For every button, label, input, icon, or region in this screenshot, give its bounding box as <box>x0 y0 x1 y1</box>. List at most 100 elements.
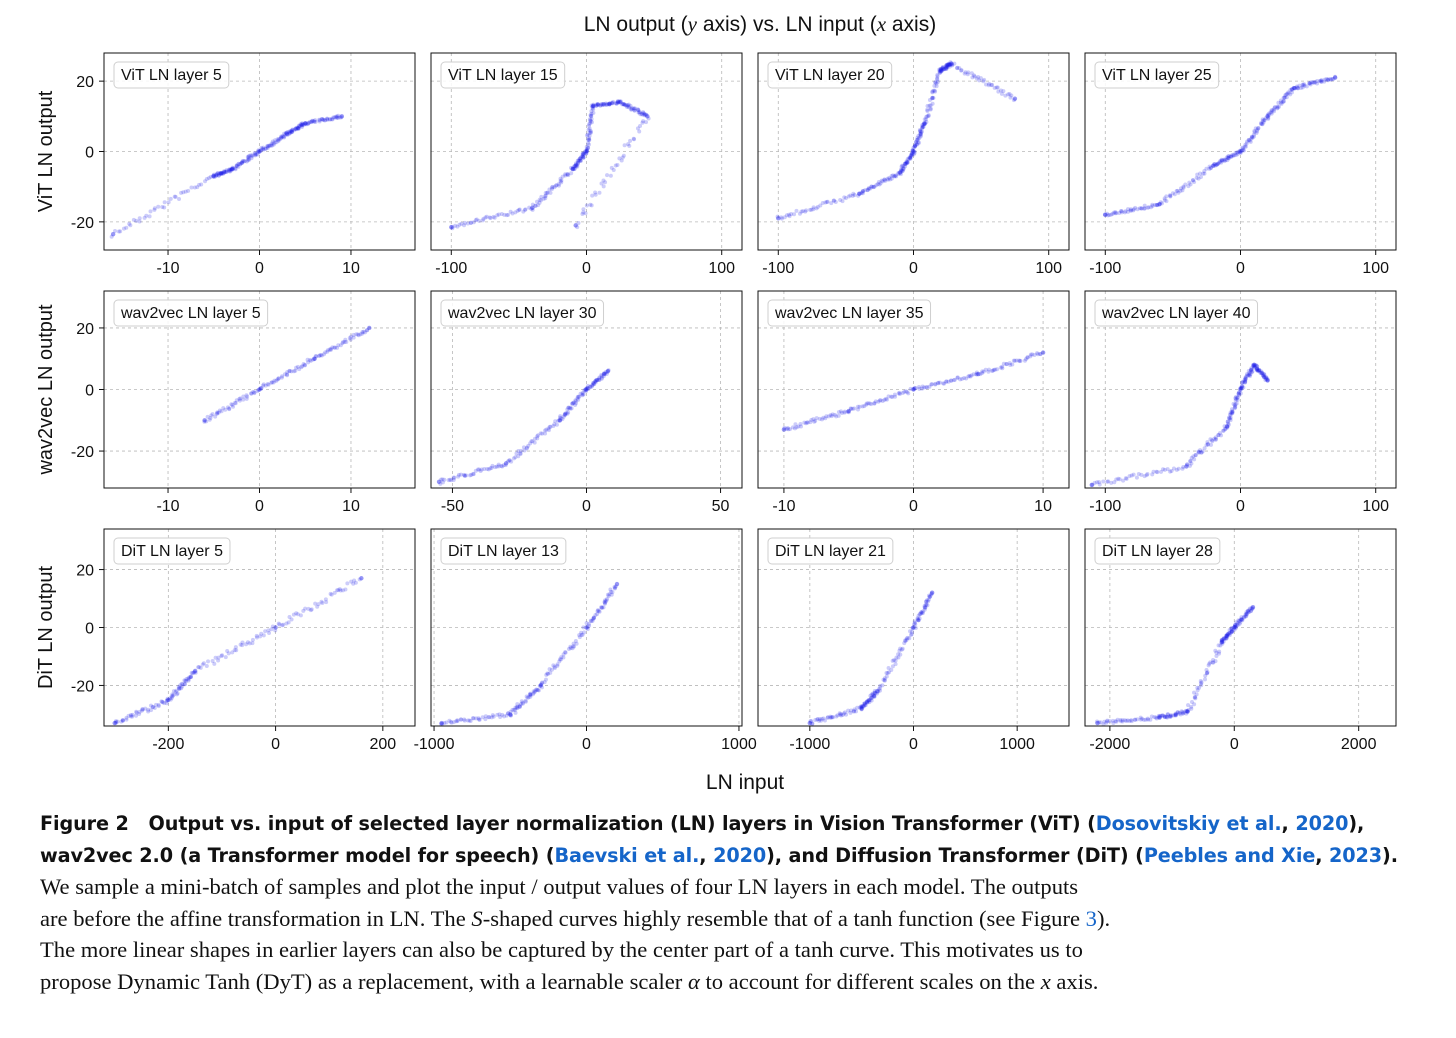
data-point <box>1285 91 1290 96</box>
data-point <box>1142 474 1147 479</box>
data-point <box>530 692 535 697</box>
data-point <box>600 605 605 610</box>
figure-3-link[interactable]: 3 <box>1085 905 1097 931</box>
data-point <box>258 386 263 391</box>
data-point <box>1134 475 1139 480</box>
subplot-title: wav2vec LN layer 35 <box>774 305 924 322</box>
data-point <box>462 473 467 478</box>
data-point <box>1255 129 1260 134</box>
data-point <box>926 113 931 118</box>
data-point <box>826 414 831 419</box>
data-point <box>860 404 865 409</box>
data-point <box>231 404 236 409</box>
data-point <box>590 382 595 387</box>
data-point <box>217 171 222 176</box>
data-point <box>246 154 251 159</box>
data-point <box>217 173 222 178</box>
data-point <box>1262 375 1267 380</box>
data-point <box>1162 714 1167 719</box>
data-point <box>1213 436 1218 441</box>
data-point <box>916 385 921 390</box>
data-point <box>599 102 604 107</box>
data-point <box>242 158 247 163</box>
data-point <box>197 665 202 670</box>
data-point <box>1258 370 1263 375</box>
data-point <box>822 718 827 723</box>
data-point <box>1239 386 1244 391</box>
data-point <box>580 212 585 217</box>
data-point <box>892 174 897 179</box>
data-point <box>515 706 520 711</box>
data-point <box>586 383 591 388</box>
data-point <box>1291 86 1296 91</box>
data-point <box>595 102 600 107</box>
data-point <box>1004 362 1009 367</box>
citation-peebles[interactable]: Peebles and Xie <box>1143 843 1316 867</box>
data-point <box>615 99 620 104</box>
data-point <box>815 204 820 209</box>
data-point <box>584 144 589 149</box>
data-point <box>217 408 222 413</box>
data-point <box>529 206 534 211</box>
data-point <box>310 119 315 124</box>
subplot-title-box <box>113 299 269 327</box>
data-point <box>949 378 954 383</box>
data-point <box>568 406 573 411</box>
citation-peebles-year[interactable]: 2023 <box>1329 843 1383 867</box>
data-point <box>597 376 602 381</box>
data-point <box>261 147 266 152</box>
data-point <box>573 399 578 404</box>
citation-dosovitskiy-year[interactable]: 2020 <box>1295 812 1349 835</box>
data-point <box>532 689 537 694</box>
data-point <box>558 418 563 423</box>
data-point <box>1229 407 1234 412</box>
data-point <box>861 701 866 706</box>
data-point <box>589 113 594 118</box>
data-point <box>113 721 118 726</box>
data-point <box>359 576 364 581</box>
data-point <box>920 124 925 129</box>
data-point <box>259 148 264 153</box>
data-point <box>1246 138 1251 143</box>
data-point <box>607 101 612 106</box>
x-tick-label: 100 <box>1035 260 1062 277</box>
data-point <box>1291 85 1296 90</box>
data-point <box>282 135 287 140</box>
data-point <box>1012 358 1017 363</box>
data-point <box>575 395 580 400</box>
data-point <box>576 397 581 402</box>
data-point <box>458 717 463 722</box>
data-point <box>935 77 940 82</box>
data-point <box>1168 714 1173 719</box>
data-point <box>1206 442 1211 447</box>
data-point <box>477 218 482 223</box>
data-point <box>1205 440 1210 445</box>
data-point <box>924 599 929 604</box>
data-point <box>863 703 868 708</box>
data-point <box>561 414 566 419</box>
data-point <box>1112 480 1117 485</box>
data-point <box>911 145 916 150</box>
data-point <box>889 173 894 178</box>
data-point <box>1229 629 1234 634</box>
data-point <box>508 713 513 718</box>
data-point <box>442 477 447 482</box>
data-point <box>1185 709 1190 714</box>
data-point <box>1008 362 1013 367</box>
data-point <box>1097 480 1102 485</box>
citation-baevski-year[interactable]: 2020 <box>713 843 767 867</box>
data-point <box>1244 141 1249 146</box>
data-point <box>872 690 877 695</box>
data-point <box>568 644 573 649</box>
citation-baevski[interactable]: Baevski et al. <box>554 843 700 867</box>
data-point <box>566 173 571 178</box>
data-point <box>1235 395 1240 400</box>
data-point <box>196 665 201 670</box>
data-point <box>238 642 243 647</box>
data-point <box>1133 717 1138 722</box>
data-point <box>1235 621 1240 626</box>
data-point <box>525 445 530 450</box>
data-point <box>537 197 542 202</box>
citation-dosovitskiy[interactable]: Dosovitskiy et al. <box>1095 812 1282 835</box>
y-tick-label: 20 <box>76 563 94 580</box>
